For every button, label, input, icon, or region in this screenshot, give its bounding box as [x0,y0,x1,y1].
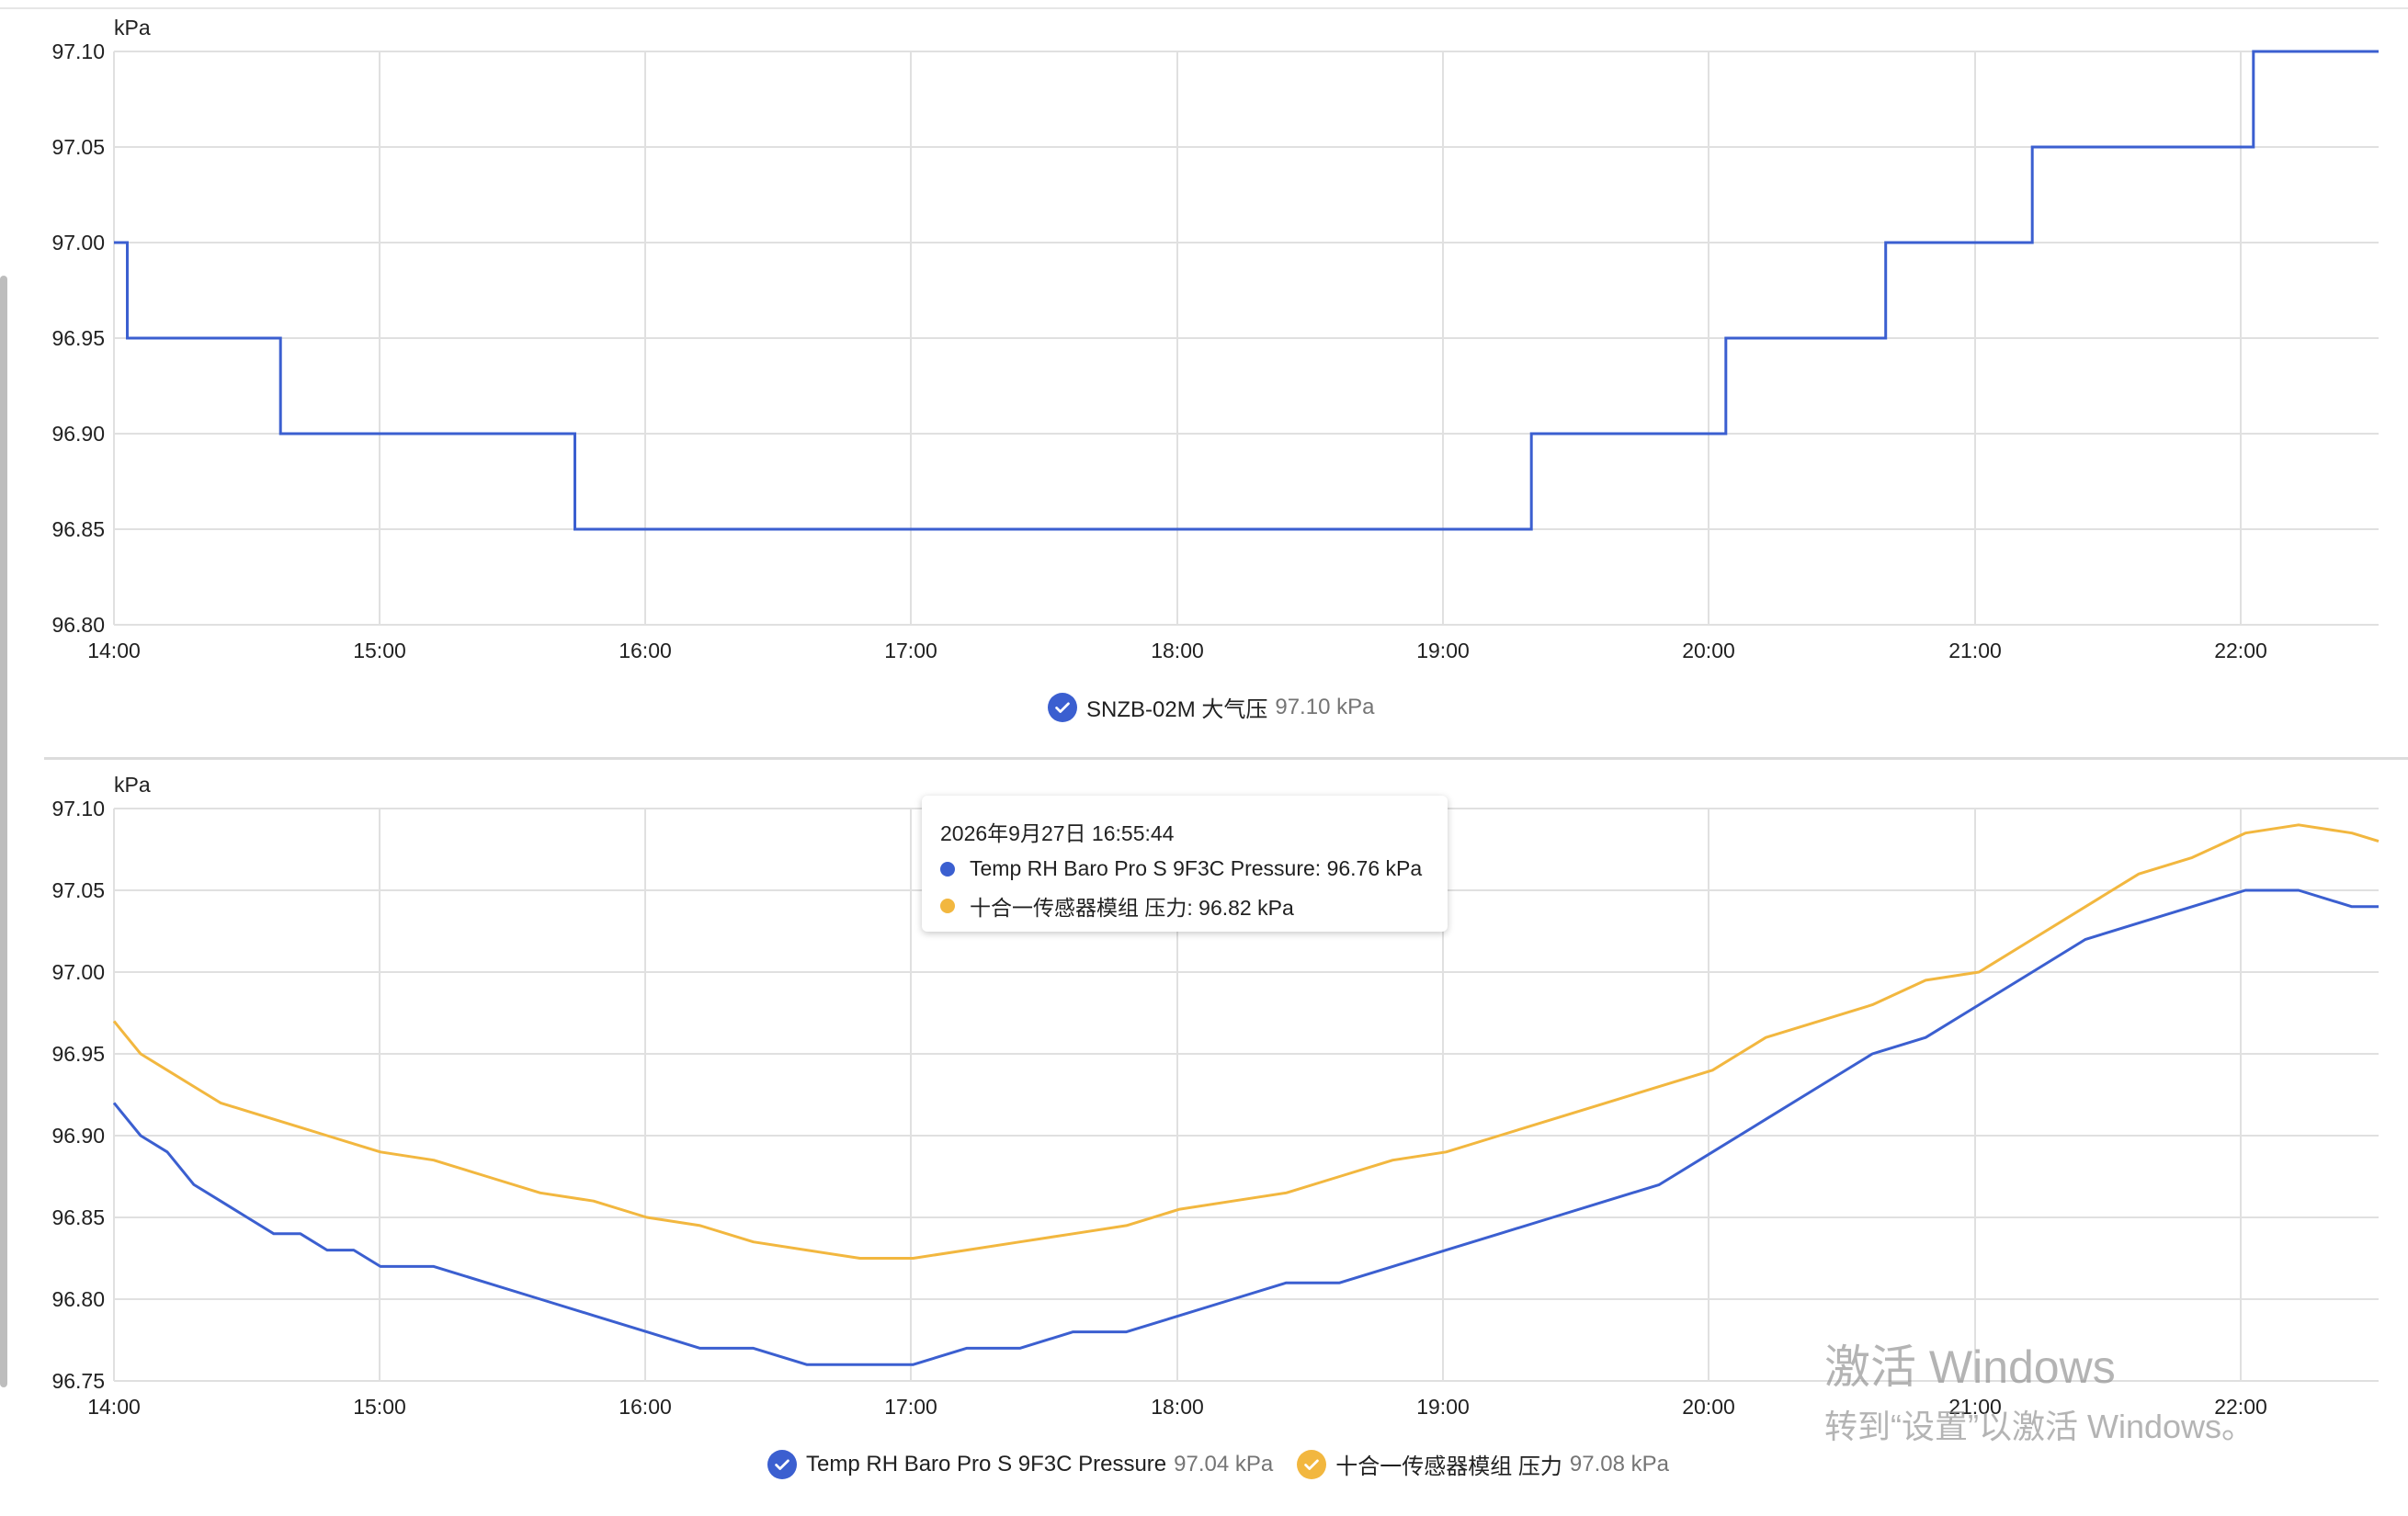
tooltip-row-text: 十合一传感器模组 压力: 96.82 kPa [970,896,1294,920]
x-tick-label: 17:00 [884,639,937,662]
legend-label: Temp RH Baro Pro S 9F3C Pressure [806,1451,1167,1476]
dot-icon [940,899,955,913]
bottom-pressure-chart: kPa 97.10 97.05 97.00 96.95 96.90 96.85 96.80 96… [51,773,2380,1419]
legend-value: 97.04 kPa [1174,1451,1274,1476]
tooltip-row-text: Temp RH Baro Pro S 9F3C Pressure: 96.76 … [970,856,1423,880]
y-tick-label: 96.80 [51,613,105,637]
y-tick-label: 97.05 [51,135,105,159]
tooltip-row-yellow: 十合一传感器模组 压力: 96.82 kPa [940,890,1429,922]
series-line-secondary[interactable] [112,823,2380,1260]
tooltip-title: 2026年9月27日 16:55:44 [940,821,1175,845]
y-tick-label: 96.75 [51,1369,105,1393]
legend-value: 97.10 kPa [1275,694,1375,719]
legend-item-temp-rh[interactable]: Temp RH Baro Pro S 9F3C Pressure 97.04 k… [767,1449,1274,1479]
top-legend[interactable]: SNZB-02M 大气压 97.10 kPa [1048,691,1374,723]
x-tick-label: 22:00 [2214,1395,2267,1419]
legend-label: 十合一传感器模组 压力 [1335,1454,1562,1479]
y-tick-label: 96.80 [51,1287,105,1311]
chart-tooltip: 2026年9月27日 16:55:44 Temp RH Baro Pro S 9… [922,796,1448,932]
y-tick-label: 96.90 [51,1124,105,1148]
y-tick-label: 97.00 [51,960,105,984]
x-tick-label: 21:00 [1948,1395,2002,1419]
x-tick-label: 15:00 [353,1395,406,1419]
y-tick-label: 97.00 [51,231,105,255]
series-line-primary[interactable] [114,50,2379,531]
y-tick-label: 96.95 [51,326,105,350]
x-tick-label: 22:00 [2214,639,2267,662]
watermark-title: 激活 Windows [1824,1341,2116,1393]
top-pressure-chart: kPa 97.10 97.05 97.00 96.95 96.90 96.85 96.8014… [51,16,2379,662]
y-tick-label: 96.95 [51,1042,105,1066]
top-border [0,7,2408,9]
x-tick-label: 16:00 [619,639,672,662]
bottom-legend[interactable]: Temp RH Baro Pro S 9F3C Pressure 97.04 k… [767,1448,1693,1480]
scrollbar[interactable] [0,276,7,1387]
legend-item-ten-in-one[interactable]: 十合一传感器模组 压力 97.08 kPa [1297,1448,1669,1480]
y-tick-label: 96.85 [51,1205,105,1229]
y-tick-label: 96.90 [51,422,105,446]
x-tick-label: 16:00 [619,1395,672,1419]
y-tick-label: 97.10 [51,40,105,63]
x-tick-label: 20:00 [1682,1395,1735,1419]
x-tick-label: 14:00 [87,1395,141,1419]
legend-value: 97.08 kPa [1569,1451,1669,1476]
x-tick-label: 17:00 [884,1395,937,1419]
x-tick-label: 20:00 [1682,639,1735,662]
x-tick-label: 15:00 [353,639,406,662]
legend-label: SNZB-02M 大气压 [1086,697,1268,722]
dot-icon [940,861,955,877]
y-tick-label: 97.05 [51,878,105,902]
check-icon[interactable] [1048,692,1077,722]
tooltip-row-blue: Temp RH Baro Pro S 9F3C Pressure: 96.76 … [940,856,1429,881]
x-tick-label: 19:00 [1416,1395,1470,1419]
x-tick-label: 21:00 [1948,639,2002,662]
watermark-subtitle: 转到“设置”以激活 Windows。 [1824,1408,2255,1445]
x-tick-label: 18:00 [1151,1395,1204,1419]
y-tick-label: 96.85 [51,517,105,541]
y-axis-unit: kPa [114,773,151,797]
check-icon[interactable] [767,1449,797,1479]
x-tick-label: 14:00 [87,639,141,662]
check-icon[interactable] [1297,1449,1327,1479]
x-tick-label: 18:00 [1151,639,1204,662]
y-tick-label: 97.10 [51,797,105,820]
x-tick-label: 19:00 [1416,639,1470,662]
windows-activation-watermark: 激活 Windows 转到“设置”以激活 Windows。 [1824,1330,2255,1448]
series-line-primary[interactable] [112,888,2379,1366]
card-divider [44,757,2408,760]
y-axis-unit: kPa [114,16,151,40]
